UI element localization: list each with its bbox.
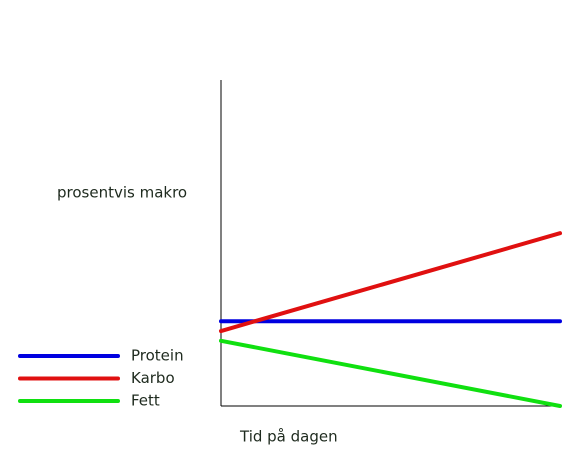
x-axis-label: Tid på dagen (239, 428, 338, 446)
legend-label: Protein (131, 347, 184, 365)
legend-label: Fett (131, 392, 160, 410)
y-axis-label: prosentvis makro (57, 184, 187, 202)
line (219, 338, 562, 408)
line (219, 231, 562, 334)
legend-label: Karbo (131, 369, 175, 387)
